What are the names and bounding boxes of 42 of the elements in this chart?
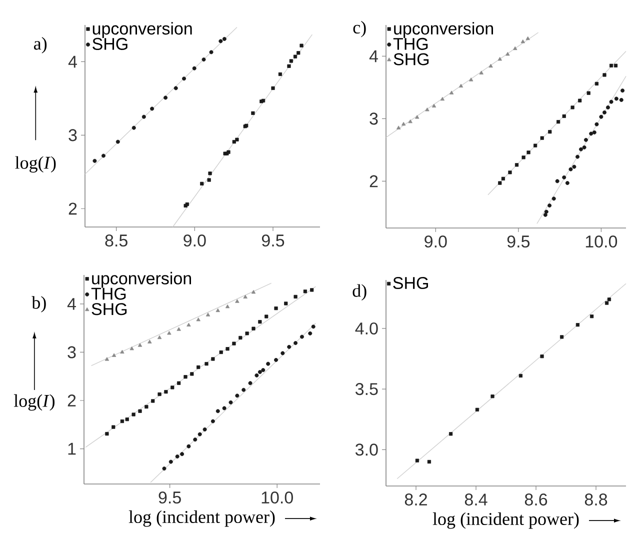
y-tick-label: 3 [68, 129, 77, 142]
y-axis-title: log(I) [15, 156, 56, 173]
y-tick-label: 3.5 [355, 383, 378, 396]
legend-label: upconversion [394, 22, 493, 38]
legend-label: SHG [92, 38, 128, 50]
x-tick-label: 10.0 [586, 236, 618, 248]
x-tick-label: 9.0 [184, 234, 206, 247]
text: c) [353, 20, 366, 38]
y-tick-label: 4 [67, 298, 76, 310]
legend-label: SHG [92, 303, 127, 316]
legend-label: SHG [394, 53, 429, 66]
y-tick-label: 4 [68, 56, 77, 68]
legend-label: SHG [393, 277, 428, 290]
text: b) [32, 296, 46, 312]
y-axis-title: log(I) [14, 394, 54, 411]
x-tick-label: 9.0 [424, 236, 447, 248]
x-axis-title: log (incident power) [128, 510, 275, 527]
text: d) [352, 284, 366, 301]
x-tick-label: 10.0 [262, 492, 293, 504]
y-tick-label: 3.0 [355, 444, 378, 456]
y-tick-label: 2 [370, 175, 378, 188]
y-tick-label: 2 [68, 394, 76, 406]
legend-label: upconversion [92, 22, 192, 38]
x-tick-label: 8.5 [105, 234, 128, 247]
x-tick-label: 9.5 [262, 234, 284, 247]
y-tick-label: 2 [68, 202, 77, 215]
y-tick-label: 4.0 [355, 322, 378, 334]
text: a) [34, 37, 47, 54]
x-tick-label: 9.5 [158, 492, 181, 504]
x-tick-label: 8.4 [464, 494, 488, 506]
x-tick-label: 8.6 [524, 494, 548, 506]
x-axis-title: log (incident power) [432, 512, 579, 529]
y-tick-label: 3 [68, 346, 76, 358]
y-tick-label: 3 [370, 112, 378, 125]
legend-label: THG [393, 38, 428, 50]
x-tick-label: 8.8 [584, 494, 608, 506]
x-tick-label: 8.2 [404, 494, 427, 506]
y-tick-label: 1 [68, 442, 76, 455]
legend-label: THG [91, 288, 126, 300]
legend-label: upconversion [92, 272, 191, 288]
x-tick-label: 9.5 [507, 236, 530, 248]
y-tick-label: 4 [369, 50, 378, 62]
